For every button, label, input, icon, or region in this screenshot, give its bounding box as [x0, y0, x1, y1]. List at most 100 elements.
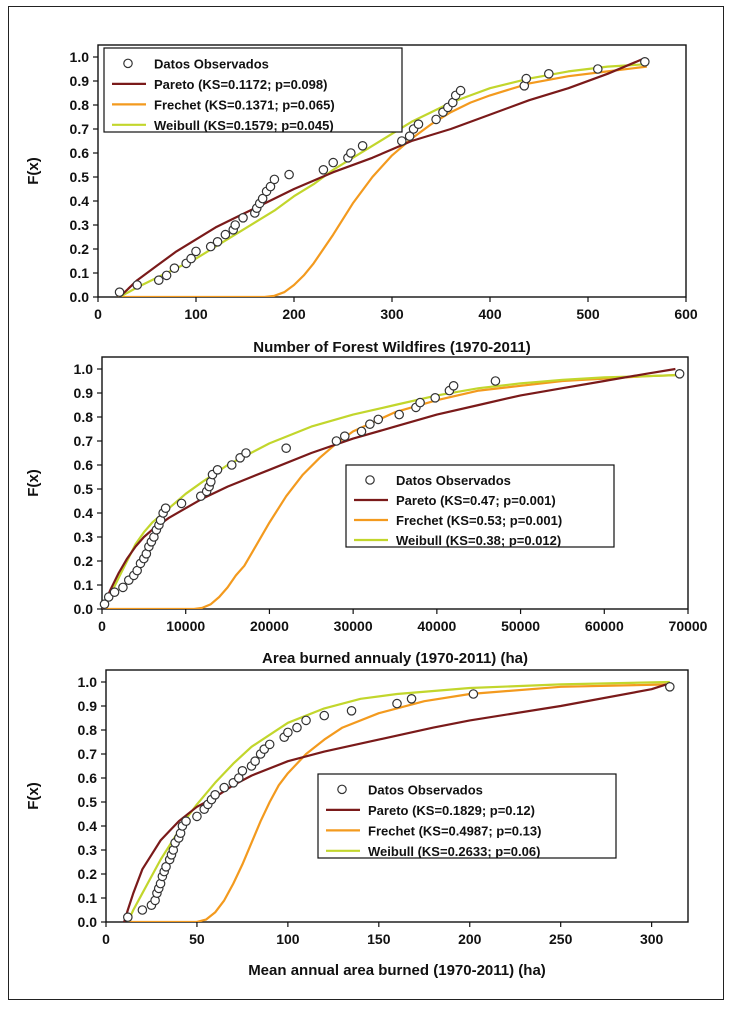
legend-marker-observed [365, 475, 375, 485]
y-tick-label: 0.2 [74, 553, 94, 569]
x-axis-label: Number of Forest Wildfires (1970-2011) [253, 339, 530, 356]
x-tick-label: 20000 [250, 618, 289, 634]
legend-box [345, 464, 615, 548]
x-tick-label: 300 [380, 306, 404, 322]
observed-point [265, 181, 276, 192]
x-tick-label: 200 [282, 306, 306, 322]
plot-area [105, 669, 689, 923]
observed-point [396, 136, 407, 146]
series-line-pareto [118, 58, 643, 297]
observed-point [404, 131, 415, 141]
x-tick-label: 200 [458, 931, 482, 947]
observed-point [373, 414, 384, 425]
observed-point [283, 727, 293, 738]
observed-point [284, 169, 294, 180]
y-axis-label: F(x) [25, 157, 42, 185]
observed-point [169, 263, 180, 273]
observed-point [346, 148, 356, 158]
x-tick-label: 30000 [334, 618, 373, 634]
x-tick-label: 60000 [585, 618, 624, 634]
y-tick-label: 1.0 [78, 674, 98, 690]
x-axis-label: Mean annual area burned (1970-2011) (ha) [248, 962, 546, 979]
y-tick-label: 0.4 [74, 505, 94, 521]
legend-label-pareto: Pareto (KS=0.47; p=0.001) [396, 493, 556, 508]
y-tick-label: 0.7 [74, 433, 94, 449]
observed-point [264, 739, 275, 750]
observed-point [192, 811, 202, 822]
x-tick-label: 300 [640, 931, 664, 947]
observed-point [521, 73, 532, 84]
legend-box [103, 47, 403, 133]
figure-frame [8, 6, 724, 1000]
y-tick-label: 0.3 [74, 529, 94, 545]
observed-point [230, 220, 240, 230]
observed-point [394, 409, 404, 420]
legend-marker-observed [337, 784, 347, 795]
observed-point [212, 464, 223, 475]
y-tick-label: 0.3 [78, 842, 98, 858]
legend-marker-observed [123, 58, 133, 69]
legend-label-observed: Datos Observados [396, 473, 511, 488]
legend-box [317, 773, 617, 859]
observed-point [269, 174, 280, 185]
legend-label-observed: Datos Observados [154, 56, 269, 71]
x-tick-label: 250 [549, 931, 573, 947]
x-tick-label: 100 [276, 931, 300, 947]
observed-point [238, 213, 248, 223]
observed-point [468, 689, 479, 699]
observed-point [220, 229, 231, 240]
observed-point [430, 392, 440, 403]
observed-point [392, 698, 402, 709]
observed-point [292, 722, 302, 733]
x-tick-label: 40000 [417, 618, 456, 634]
observed-point [413, 119, 424, 129]
observed-point [241, 448, 251, 458]
y-tick-label: 0.9 [74, 385, 94, 401]
observed-point [592, 64, 603, 74]
observed-point [365, 419, 375, 429]
observed-point [455, 85, 466, 96]
y-tick-label: 0.8 [74, 409, 94, 425]
observed-point [281, 443, 291, 453]
observed-point [318, 165, 329, 175]
observed-point [186, 253, 196, 264]
observed-point [114, 287, 125, 297]
observed-point [301, 715, 311, 726]
y-tick-label: 0.6 [70, 145, 90, 161]
observed-point [357, 141, 368, 151]
observed-point [212, 237, 223, 247]
x-tick-label: 100 [184, 306, 208, 322]
y-tick-label: 0.5 [78, 794, 98, 810]
y-tick-label: 0.0 [78, 914, 98, 930]
legend: Datos Observados Pareto (KS=0.1829; p=0.1… [317, 773, 617, 859]
observed-point [640, 56, 650, 67]
x-tick-label: 500 [576, 306, 600, 322]
y-tick-label: 1.0 [70, 49, 90, 65]
y-tick-label: 0.8 [78, 722, 98, 738]
y-tick-label: 0.6 [74, 457, 94, 473]
observed-point [191, 246, 201, 257]
y-tick-label: 0.2 [78, 866, 98, 882]
observed-point [431, 114, 441, 125]
y-tick-label: 0.9 [70, 73, 90, 89]
x-tick-label: 50000 [501, 618, 540, 634]
y-tick-label: 0.5 [70, 169, 90, 185]
observed-point [219, 782, 230, 793]
observed-point [250, 756, 260, 766]
legend-label-frechet: Frechet (KS=0.53; p=0.001) [396, 513, 562, 528]
observed-point [319, 710, 330, 721]
y-tick-label: 0.5 [74, 481, 94, 497]
y-tick-label: 0.1 [70, 265, 90, 281]
y-tick-label: 0.7 [70, 121, 90, 137]
observed-point [448, 380, 459, 391]
legend-label-weibull: Weibull (KS=0.2633; p=0.06) [368, 844, 540, 859]
observed-point [543, 69, 554, 79]
observed-point [339, 431, 350, 441]
plot-area [101, 356, 689, 610]
y-tick-label: 0.3 [70, 217, 90, 233]
observed-point [346, 705, 357, 716]
y-tick-label: 0.0 [74, 601, 94, 617]
legend-label-pareto: Pareto (KS=0.1829; p=0.12) [368, 803, 535, 818]
observed-point [406, 693, 417, 704]
